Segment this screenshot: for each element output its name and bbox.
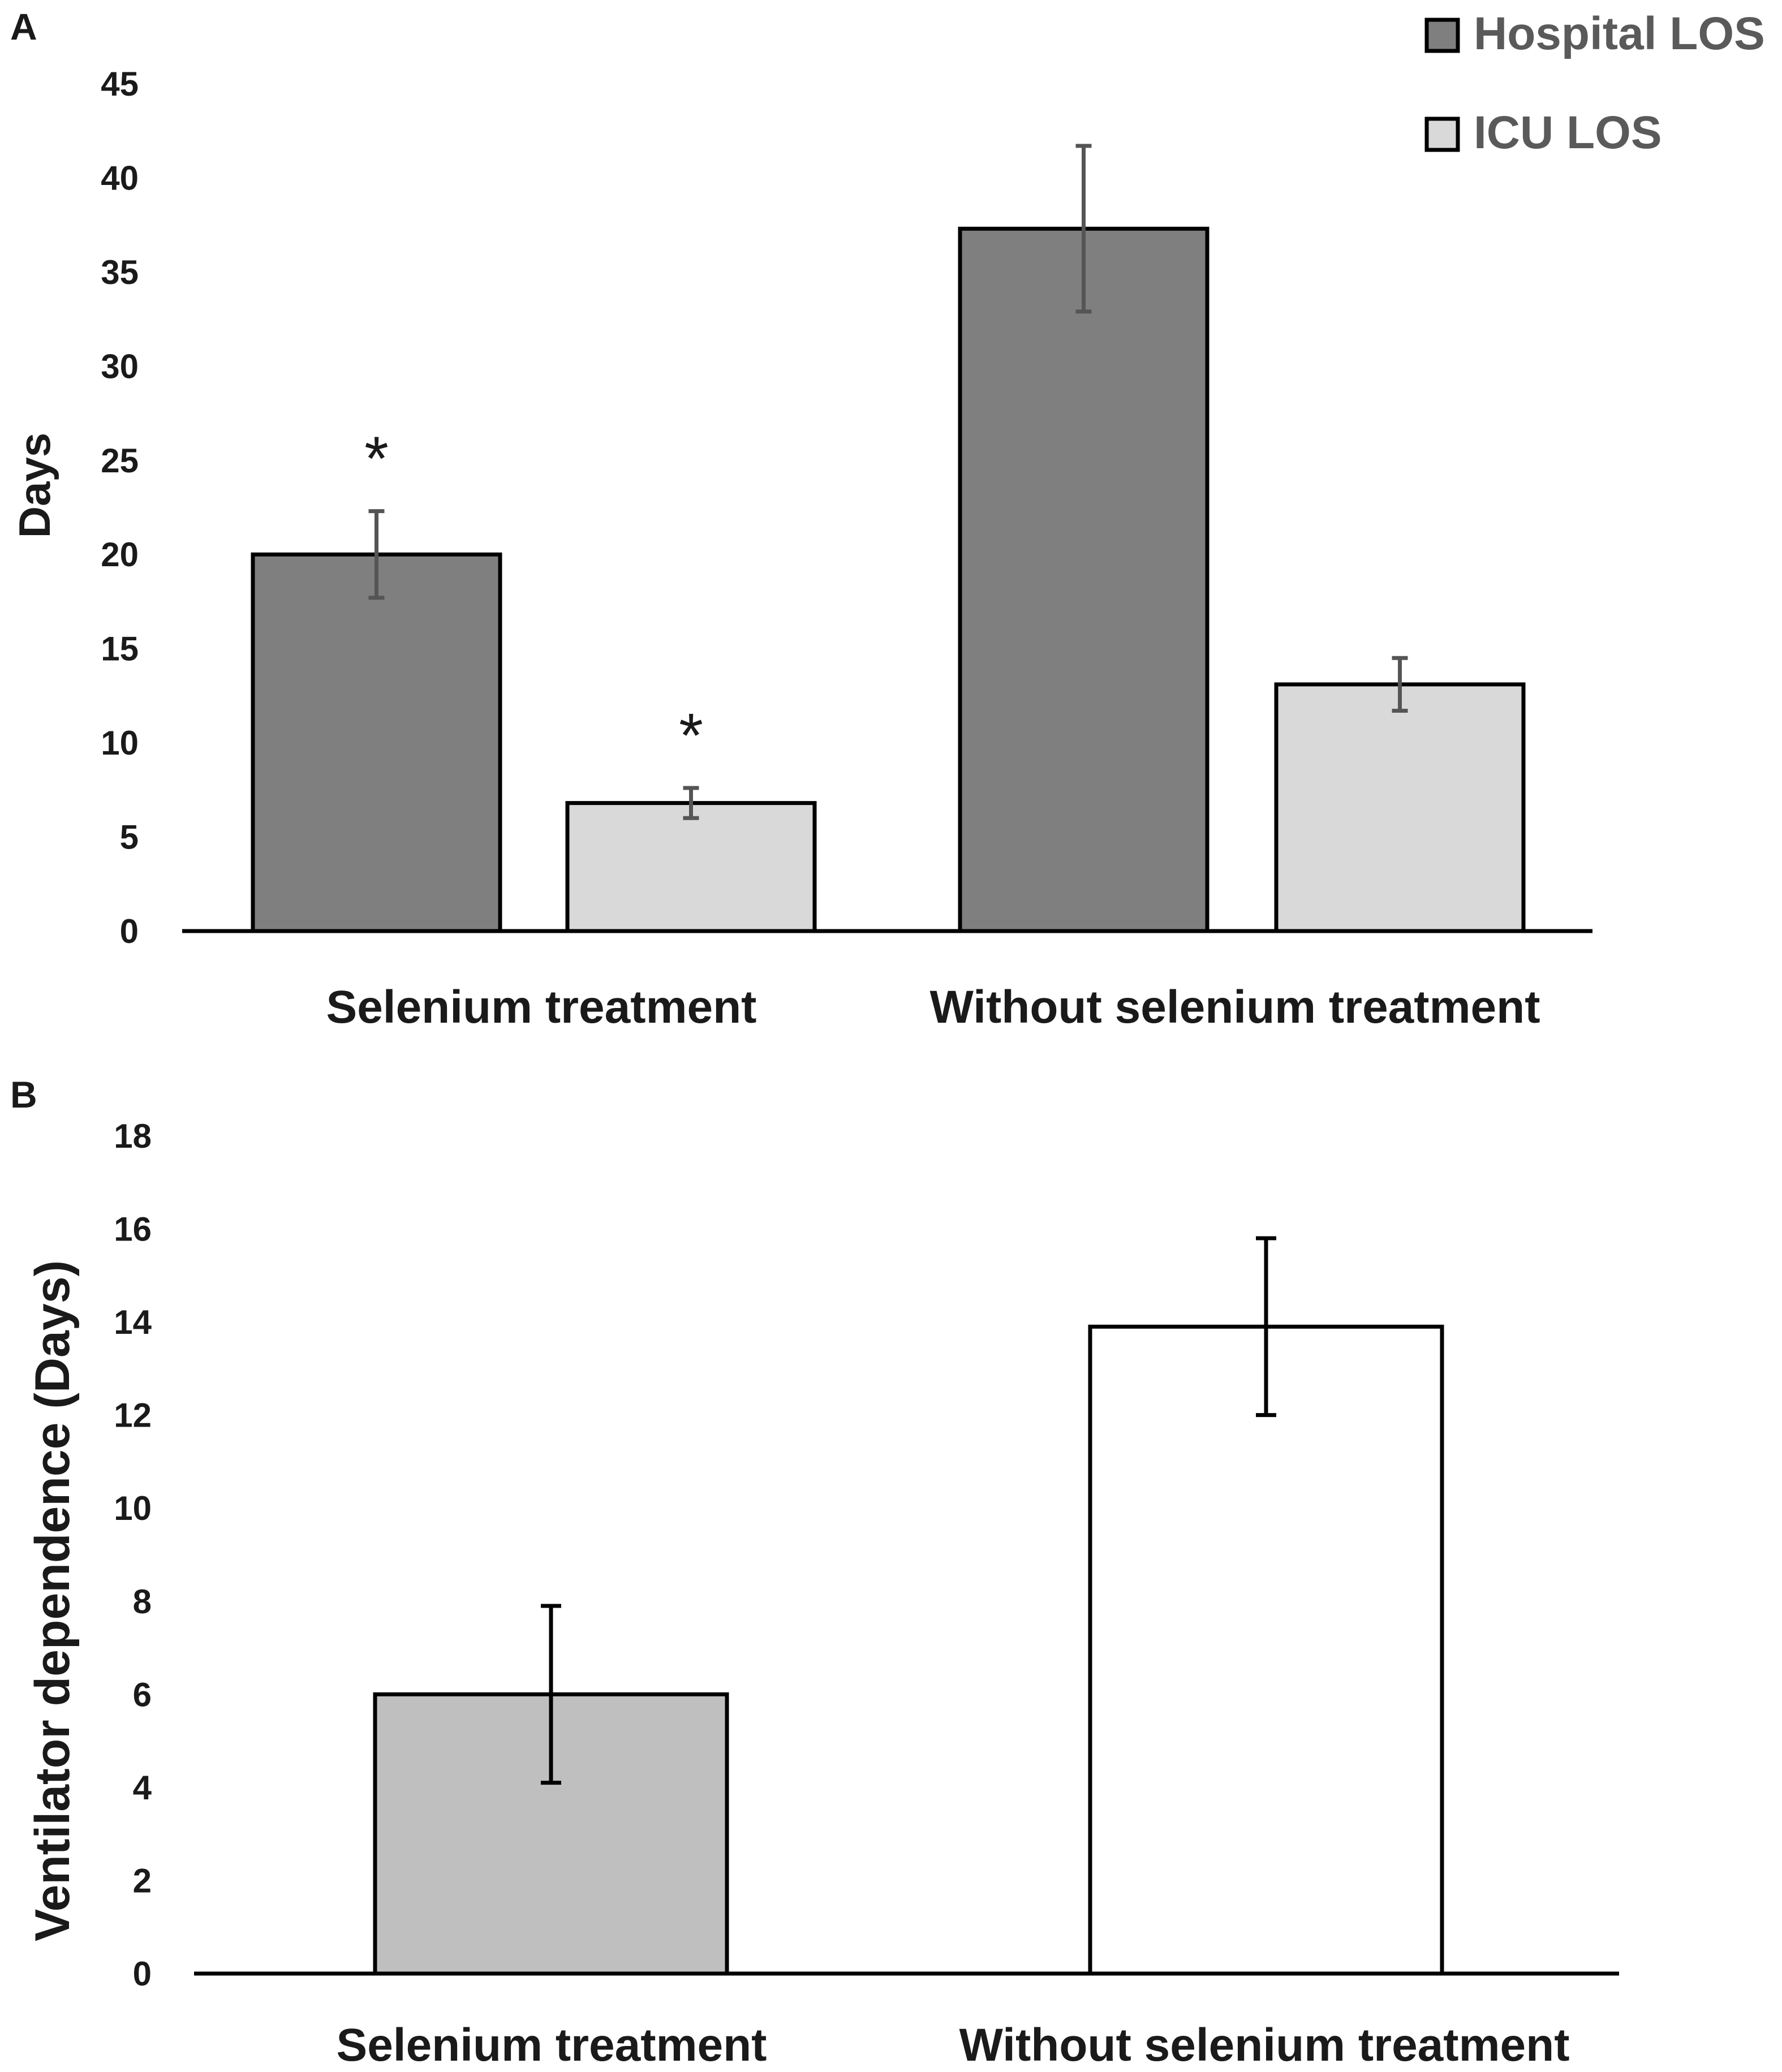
panel-b-y-tick-label: 6 (133, 1675, 152, 1713)
panel-b-error-bars (541, 1236, 1276, 1785)
panel-a-y-tick-label: 45 (101, 65, 139, 103)
panel-b-y-tick-label: 2 (133, 1862, 152, 1899)
panel-b-category-label: Without selenium treatment (959, 2019, 1569, 2071)
panel-b-y-tick-label: 8 (133, 1583, 152, 1621)
panel-a-y-tick-label: 30 (101, 347, 139, 385)
panel-b-category-label: Selenium treatment (337, 2019, 767, 2071)
panel-b-y-tick-label: 12 (114, 1397, 152, 1435)
panel-a-legend: Hospital LOS ICU LOS (1424, 8, 1765, 158)
panel-a-bars (251, 226, 1526, 933)
panel-b-y-tick-label: 0 (133, 1955, 152, 1993)
panel-a-category-label: Selenium treatment (326, 981, 757, 1033)
panel-a-label: A (10, 6, 37, 48)
panel-a-legend-label: ICU LOS (1474, 107, 1662, 158)
panel-b-bar (1088, 1324, 1444, 1976)
panel-a-y-ticks: 0 5 10 15 20 25 30 35 40 45 (101, 65, 139, 950)
panel-b-y-ticks: 0 2 4 6 8 10 12 14 16 18 (114, 1117, 152, 1993)
panel-b-error-bar (541, 1604, 561, 1785)
panel-a-bar-hospital-los (251, 552, 502, 933)
panel-b-y-tick-label: 16 (114, 1211, 152, 1248)
panel-b-bars (373, 1324, 1444, 1976)
panel-a-y-tick-label: 40 (101, 159, 139, 197)
panel-a-y-tick-label: 15 (101, 630, 139, 668)
panel-a-y-tick-label: 0 (120, 912, 139, 950)
panel-b-error-bar (1256, 1236, 1276, 1418)
panel-a-error-bar (368, 509, 385, 600)
panel-a-bar-icu-los (1274, 682, 1526, 933)
panel-a-bar-icu-los (565, 801, 817, 933)
panel-a-category-label: Without selenium treatment (929, 981, 1540, 1033)
panel-b-label: B (10, 1074, 37, 1115)
panel-a-category-labels: Selenium treatment Without selenium treat… (326, 981, 1540, 1033)
panel-a-significance-markers: ** (364, 424, 703, 770)
panel-a-legend-swatch (1424, 117, 1460, 152)
panel-b-y-tick-label: 10 (114, 1489, 152, 1527)
panel-b-y-tick-label: 4 (133, 1769, 152, 1807)
panel-a-y-tick-label: 10 (101, 724, 139, 762)
panel-a-error-bar (1392, 656, 1408, 713)
panel-a-error-bars (368, 144, 1408, 820)
panel-b-y-tick-label: 18 (114, 1117, 152, 1155)
panel-a-y-tick-label: 35 (101, 253, 139, 291)
panel-a-error-bar (683, 786, 699, 820)
panel-b-y-tick-label: 14 (114, 1303, 152, 1341)
panel-b-chart: B Ventilator dependence (Days) 0 2 4 6 8 10 12… (10, 1074, 1619, 2071)
panel-b-category-labels: Selenium treatment Without selenium treat… (337, 2019, 1570, 2071)
panel-a-y-tick-label: 25 (101, 442, 139, 480)
panel-b-y-axis-title: Ventilator dependence (Days) (25, 1260, 80, 1941)
panel-a-bar-hospital-los (958, 226, 1209, 933)
panel-a-significance-star: * (679, 701, 703, 770)
panel-a-legend-swatch (1424, 18, 1460, 53)
panel-a-error-bar (1075, 144, 1092, 314)
panel-a-legend-label: Hospital LOS (1474, 8, 1765, 59)
panel-a-significance-star: * (364, 424, 389, 494)
panel-a-y-tick-label: 5 (120, 819, 139, 856)
panel-a-y-axis-title: Days (10, 433, 59, 538)
panel-a-y-tick-label: 20 (101, 536, 139, 574)
